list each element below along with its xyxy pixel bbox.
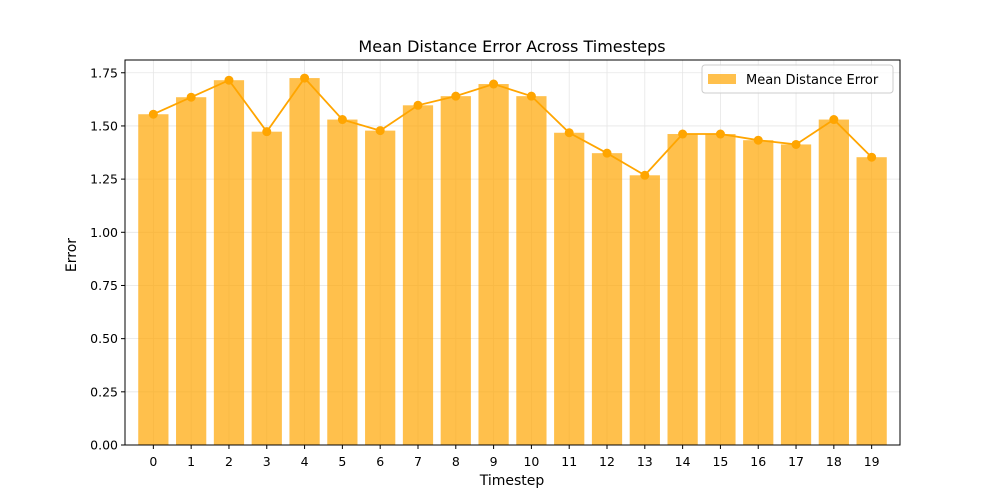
x-tick-label: 14: [675, 454, 691, 469]
legend-box: [701, 64, 894, 94]
point-9: [489, 79, 499, 89]
point-16: [753, 135, 763, 145]
bar-12: [591, 153, 623, 445]
bar-4: [289, 78, 320, 445]
bar-11: [554, 132, 585, 445]
y-axis-label: Error: [64, 238, 80, 272]
x-tick-label: 1: [187, 454, 195, 469]
point-6: [375, 126, 385, 136]
bar-9: [478, 84, 509, 445]
x-tick-label: 6: [376, 454, 384, 469]
bar-13: [629, 175, 660, 445]
point-11: [564, 128, 574, 138]
y-tick-label: 0.00: [90, 438, 118, 453]
point-7: [413, 100, 423, 110]
bar-15: [705, 134, 736, 445]
point-10: [526, 91, 536, 101]
y-tick-label: 1.50: [90, 118, 118, 133]
bar-2: [213, 80, 245, 445]
point-19: [867, 152, 877, 162]
point-2: [224, 75, 234, 85]
x-tick-label: 12: [599, 454, 615, 469]
x-tick-label: 19: [864, 454, 880, 469]
x-tick-label: 9: [490, 454, 498, 469]
x-tick-label: 17: [788, 454, 804, 469]
y-tick-label: 0.75: [90, 278, 118, 293]
point-1: [186, 92, 196, 102]
y-tick-label: 0.50: [90, 331, 118, 346]
bar-14: [667, 134, 698, 445]
bar-7: [402, 105, 434, 445]
bar-1: [176, 97, 207, 445]
x-tick-label: 15: [712, 454, 728, 469]
y-tick-label: 1.25: [90, 172, 118, 187]
x-tick-label: 11: [561, 454, 577, 469]
bar-18: [818, 119, 849, 445]
plot-frame: [124, 59, 901, 446]
bar-19: [856, 157, 887, 445]
chart-title: Mean Distance Error Across Timesteps: [358, 37, 665, 56]
bar-5: [327, 119, 358, 445]
bar-8: [440, 96, 471, 445]
bar-10: [516, 96, 547, 445]
point-0: [148, 109, 158, 119]
y-tick-label: 1.00: [90, 225, 118, 240]
legend: Mean Distance Error: [701, 64, 894, 94]
x-tick-label: 5: [338, 454, 346, 469]
x-tick-label: 4: [301, 454, 309, 469]
x-tick-label: 0: [149, 454, 157, 469]
axes: 0.000.250.500.751.001.251.501.750 1 2 3 4 5 6 7…: [90, 59, 901, 469]
series-line: [152, 76, 873, 177]
bar-16: [743, 140, 774, 445]
point-13: [640, 170, 650, 180]
legend-label: Mean Distance Error: [746, 73, 879, 88]
x-tick-label: 13: [637, 454, 653, 469]
x-tick-label: 10: [523, 454, 539, 469]
bar-0: [138, 114, 169, 446]
point-4: [300, 73, 310, 83]
y-tick-label: 1.75: [90, 65, 118, 80]
bar-3: [251, 131, 282, 446]
x-tick-label: 7: [414, 454, 422, 469]
point-5: [337, 115, 347, 125]
point-18: [829, 115, 839, 125]
point-3: [262, 127, 272, 137]
bar-6: [365, 130, 396, 446]
bar-17: [780, 144, 812, 445]
x-tick-label: 2: [225, 454, 233, 469]
point-14: [678, 129, 688, 139]
legend-swatch: [708, 74, 736, 84]
x-tick-label: 8: [452, 454, 460, 469]
x-axis-label: Timestep: [479, 473, 545, 489]
line-series: [148, 73, 877, 180]
x-tick-label: 16: [750, 454, 766, 469]
point-12: [602, 148, 612, 158]
point-15: [715, 129, 725, 139]
point-17: [791, 139, 801, 149]
bars: [138, 78, 887, 446]
x-tick-label: 18: [826, 454, 842, 469]
x-tick-label: 3: [263, 454, 271, 469]
point-8: [451, 91, 461, 101]
y-tick-label: 0.25: [90, 384, 118, 399]
